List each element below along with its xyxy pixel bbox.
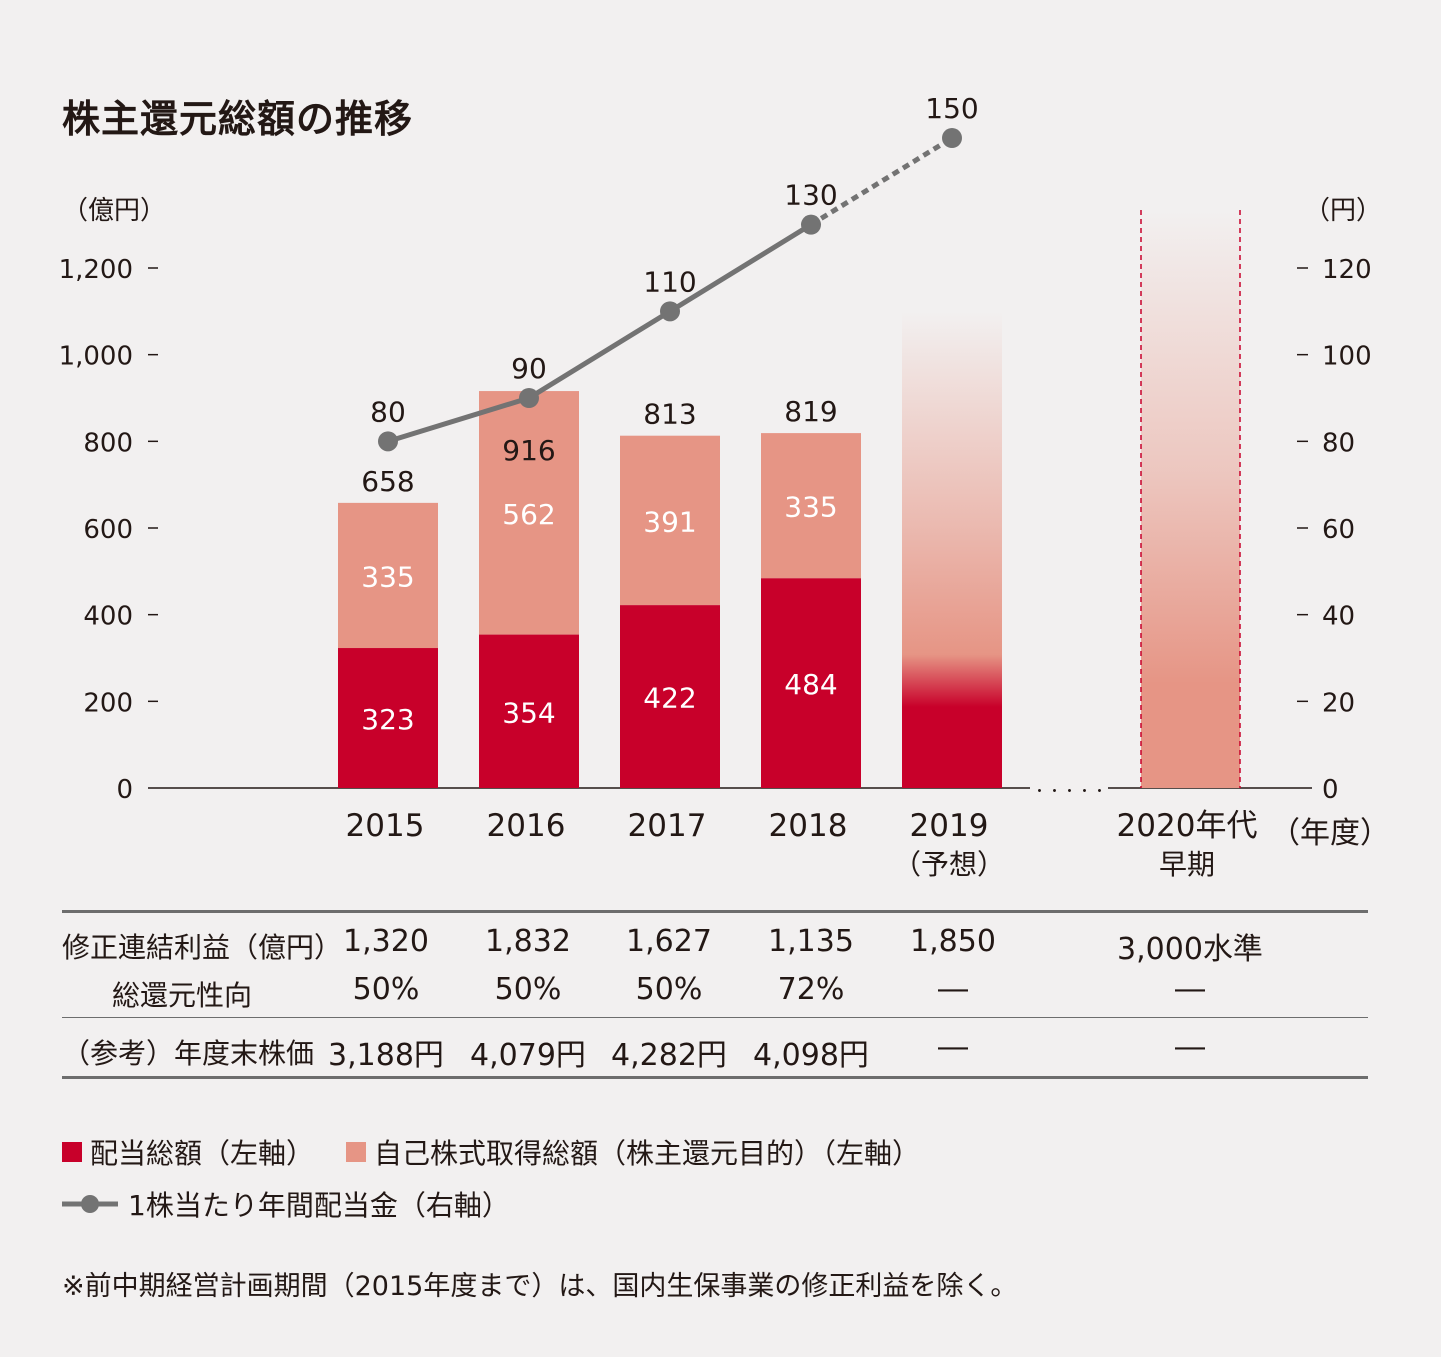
dps-label-2018: 130 [784, 179, 837, 212]
axis-gap-marker: ・・・・・ [1033, 784, 1108, 800]
legend-buyback: 自己株式取得総額（株主還元目的）（左軸） [346, 1132, 920, 1172]
data-label-dividend-2017: 422 [643, 682, 696, 715]
chart-plot: 0 200 400 600 800 1,000 1,200 0 20 40 60 80 100 120 ・・… [59, 92, 1372, 881]
right-tick-label: 40 [1322, 602, 1355, 632]
data-label-total-2016: 916 [502, 434, 555, 467]
data-label-dividend-2018: 484 [784, 668, 837, 701]
left-tick-label: 600 [83, 515, 133, 545]
table-cell: 1,320 [343, 924, 429, 959]
bar-buyback-2016 [479, 391, 579, 635]
data-label-buyback-2018: 335 [784, 491, 837, 524]
bar-buyback-2017 [620, 435, 720, 606]
bar-dividend-2017 [620, 605, 720, 788]
row-label-stock-price: （参考）年度末株価 [62, 1037, 315, 1070]
category-sublabel-2019: （予想） [893, 848, 1005, 881]
category-label-2020年代: 2020年代 [1117, 808, 1258, 844]
bar-dividend-2015 [338, 648, 438, 788]
right-tick-label: 0 [1322, 775, 1339, 805]
footnote: ※前中期経営計画期間（2015年度まで）は、国内生保事業の修正利益を除く。 [62, 1271, 1018, 1302]
table-mid-rule [62, 1017, 1368, 1018]
data-label-dividend-2016: 354 [502, 696, 555, 729]
category-label-2019: 2019 [910, 808, 989, 844]
table-cell: 1,135 [768, 924, 854, 959]
left-tick-label: 400 [83, 602, 133, 632]
left-tick-label: 800 [83, 428, 133, 458]
left-tick-label: 1,000 [59, 342, 133, 372]
legend-buyback-label: 自己株式取得総額（株主還元目的）（左軸） [374, 1137, 921, 1170]
table-cell: 1,832 [485, 924, 571, 959]
right-tick-label: 20 [1322, 688, 1355, 718]
category-label-2015: 2015 [346, 808, 425, 844]
dps-line-segment-projected [809, 135, 954, 227]
legend-dps: 1株当たり年間配当金（右軸） [62, 1184, 510, 1224]
data-label-buyback-2017: 391 [643, 505, 696, 538]
data-label-buyback-2016: 562 [502, 498, 555, 531]
category-label-2016: 2016 [487, 808, 566, 844]
dps-line-segment [387, 395, 530, 444]
left-axis-unit: （億円） [62, 196, 167, 226]
table-bottom-rule [62, 1076, 1368, 1079]
data-label-total-2015: 658 [361, 465, 414, 498]
legend-dividend-swatch [62, 1142, 82, 1162]
dps-point-2018 [801, 214, 821, 235]
bar-buyback-2018 [761, 433, 861, 579]
table-cell: 4,282円 [611, 1038, 727, 1073]
row-label-payout: 総還元性向 [112, 979, 253, 1012]
table-cell: 50% [352, 972, 420, 1007]
table-cell: 50% [494, 972, 562, 1007]
legend-dps-label: 1株当たり年間配当金（右軸） [128, 1189, 510, 1222]
table-cell: ― [1175, 1030, 1205, 1065]
right-tick-label: 100 [1322, 342, 1372, 372]
table-top-rule [62, 910, 1368, 913]
data-label-dividend-2015: 323 [361, 703, 414, 736]
table-cell: ― [938, 972, 968, 1007]
chart-title: 株主還元総額の推移 [62, 97, 414, 141]
data-label-total-2018: 819 [784, 395, 837, 428]
bar-projection-2020s [1141, 210, 1240, 788]
data-label-buyback-2015: 335 [361, 560, 414, 593]
category-label-2018: 2018 [769, 808, 848, 844]
dps-point-2017 [660, 301, 680, 322]
bar-projection-2019 [902, 311, 1002, 788]
category-label-2017: 2017 [628, 808, 707, 844]
table-cell: 1,850 [910, 924, 996, 959]
right-tick-label: 80 [1322, 428, 1355, 458]
table-cell: 4,079円 [470, 1038, 586, 1073]
dps-line-segment [527, 309, 672, 401]
table-cell: ― [938, 1030, 968, 1065]
table-cell: 50% [635, 972, 703, 1007]
table-cell: 3,188円 [328, 1038, 444, 1073]
left-tick-label: 1,200 [59, 255, 133, 285]
category-sublabel-2020年代: 早期 [1159, 848, 1215, 881]
bar-buyback-2015 [338, 502, 438, 649]
dps-label-2016: 90 [511, 352, 547, 385]
data-label-total-2017: 813 [643, 398, 696, 431]
right-axis-unit: （円） [1304, 196, 1383, 226]
legend-dividend: 配当総額（左軸） [62, 1132, 314, 1172]
table-cell: ― [1175, 972, 1205, 1007]
dps-point-2016 [519, 388, 539, 408]
row-label-profit: 修正連結利益（億円） [62, 931, 343, 964]
table-cell: 72% [777, 972, 845, 1007]
dps-label-2015: 80 [370, 395, 406, 428]
left-tick-label: 200 [83, 688, 133, 718]
right-tick-label: 60 [1322, 515, 1355, 545]
legend-dividend-label: 配当総額（左軸） [90, 1137, 315, 1170]
table-cell: 1,627 [626, 924, 712, 959]
left-tick-label: 0 [116, 775, 133, 805]
bar-dividend-2016 [479, 634, 579, 788]
dps-label-2019: 150 [925, 92, 978, 125]
table-cell: 4,098円 [753, 1038, 869, 1073]
x-axis-unit: （年度） [1270, 816, 1390, 851]
dps-point-2015 [378, 431, 398, 452]
bar-dividend-2018 [761, 578, 861, 788]
dps-point-2019 [942, 128, 962, 148]
right-tick-label: 120 [1322, 255, 1372, 285]
legend-buyback-swatch [346, 1142, 366, 1162]
dps-line-segment [668, 222, 813, 314]
dps-label-2017: 110 [643, 265, 696, 298]
table-cell: 3,000水準 [1117, 932, 1263, 967]
legend-dps-marker-icon [62, 1195, 118, 1213]
